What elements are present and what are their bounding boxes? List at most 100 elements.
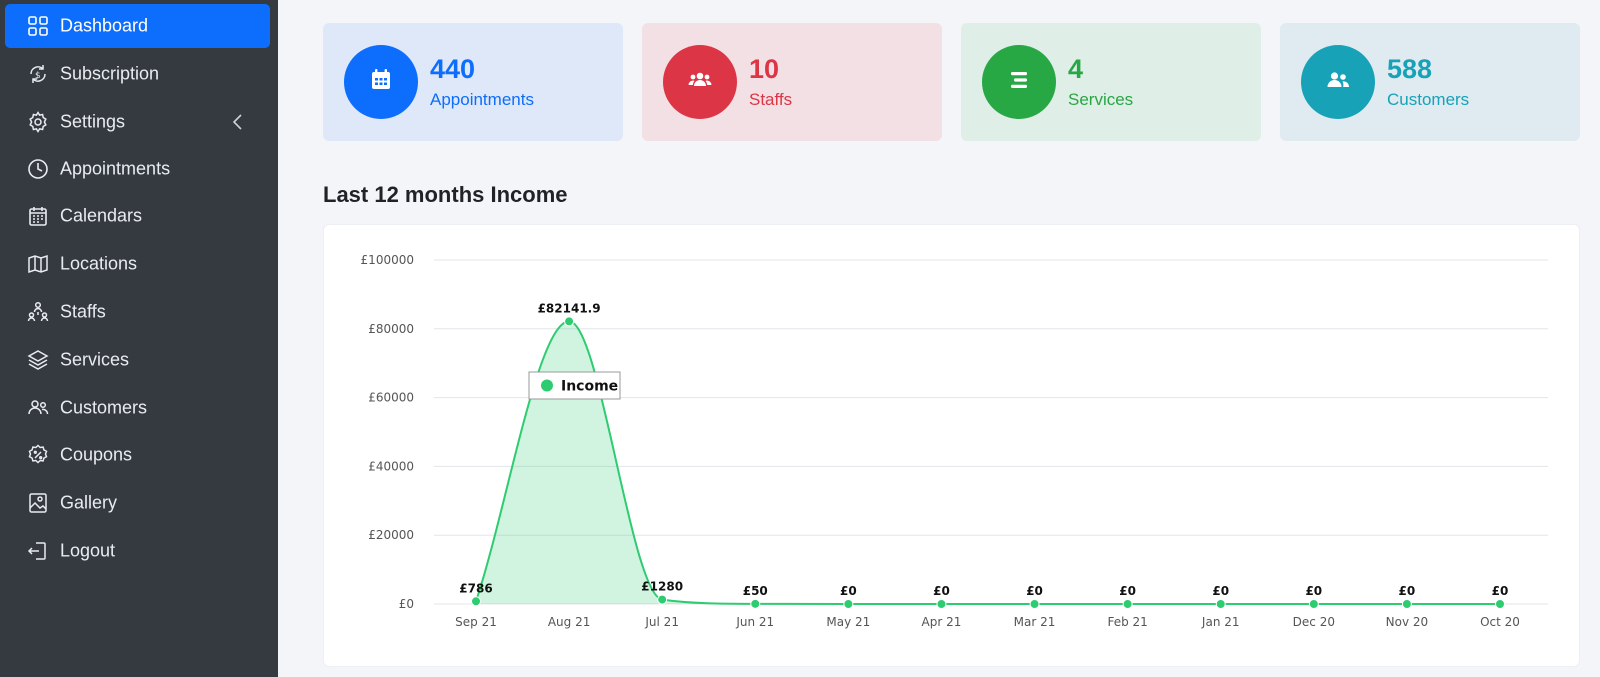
data-label: £0 <box>1305 584 1322 598</box>
data-label: £0 <box>1119 584 1136 598</box>
sidebar-item-services[interactable]: Services <box>5 338 270 382</box>
data-point <box>471 596 481 607</box>
x-tick-label: Oct 20 <box>1480 615 1520 629</box>
sidebar-item-label: Gallery <box>60 492 118 513</box>
data-point <box>1308 599 1319 609</box>
coupon-icon <box>27 444 49 466</box>
data-label: £0 <box>1492 584 1509 598</box>
stat-value: 440 <box>430 54 476 84</box>
sidebar-item-label: Calendars <box>60 205 143 226</box>
data-point <box>1029 599 1040 609</box>
stat-icon-circle <box>344 45 418 119</box>
data-label: £50 <box>743 584 768 598</box>
sidebar-item-dashboard[interactable]: Dashboard <box>5 4 270 48</box>
data-point <box>1401 599 1412 609</box>
data-point <box>1122 599 1133 609</box>
sidebar-item-customers[interactable]: Customers <box>5 386 270 430</box>
sidebar-item-label: Settings <box>60 111 126 132</box>
data-point <box>750 598 761 609</box>
calendar-icon <box>368 67 394 98</box>
y-tick-label: £40000 <box>368 459 414 473</box>
logout-icon <box>27 540 49 562</box>
sidebar-item-label: Locations <box>60 253 138 274</box>
x-tick-label: Nov 20 <box>1386 615 1429 629</box>
sidebar-item-label: Appointments <box>60 158 171 179</box>
legend-label: Income <box>561 379 618 395</box>
sidebar-item-label: Coupons <box>60 444 133 465</box>
x-tick-label: Dec 20 <box>1293 615 1335 629</box>
data-label: £0 <box>933 584 950 598</box>
stat-value: 10 <box>749 54 780 84</box>
sidebar-item-settings[interactable]: Settings <box>5 100 270 144</box>
data-label: £0 <box>1399 584 1416 598</box>
data-point <box>1495 599 1505 609</box>
list-icon <box>1006 67 1032 98</box>
sidebar-item-label: Customers <box>60 397 148 418</box>
income-area-fill <box>476 321 1500 604</box>
stat-label: Staffs <box>749 90 793 109</box>
sidebar-item-label: Logout <box>60 540 116 561</box>
stat-label: Services <box>1068 90 1134 109</box>
data-label: £786 <box>459 581 492 595</box>
y-tick-label: £0 <box>399 597 414 611</box>
clock-icon <box>27 158 49 180</box>
sidebar-item-logout[interactable]: Logout <box>5 529 270 573</box>
gear-icon <box>27 111 49 133</box>
sidebar-item-label: Dashboard <box>60 15 149 36</box>
stat-label: Appointments <box>430 90 534 109</box>
sidebar-item-locations[interactable]: Locations <box>5 242 270 286</box>
sidebar-item-coupons[interactable]: Coupons <box>5 433 270 477</box>
sidebar-item-label: Staffs <box>60 301 106 322</box>
income-chart: £0 £20000 £40000 £60000 £80000 £100000 Sep 21 A… <box>361 253 1548 629</box>
users-group-icon <box>687 67 713 98</box>
image-icon <box>27 492 49 514</box>
chevron-left-icon[interactable] <box>228 112 248 132</box>
x-tick-label: Jun 21 <box>735 615 774 629</box>
users-icon <box>1325 67 1351 98</box>
calendar-icon <box>27 205 49 227</box>
sidebar-item-gallery[interactable]: Gallery <box>5 481 270 525</box>
sidebar-item-label: Services <box>60 349 130 370</box>
y-tick-label: £60000 <box>368 391 414 405</box>
users-icon <box>27 397 49 419</box>
layers-icon <box>27 349 49 371</box>
data-label: £1280 <box>641 580 683 594</box>
sidebar-item-staffs[interactable]: Staffs <box>5 290 270 334</box>
sidebar-item-label: Subscription <box>60 63 160 84</box>
stat-label: Customers <box>1387 90 1470 109</box>
data-label: £0 <box>1026 584 1043 598</box>
income-chart-panel: £0 £20000 £40000 £60000 £80000 £100000 Sep 21 A… <box>323 224 1580 667</box>
staff-icon <box>27 301 49 323</box>
stat-value: 588 <box>1387 54 1433 84</box>
stat-card-services[interactable]: 4 Services <box>961 23 1261 141</box>
x-tick-label: Feb 21 <box>1107 615 1147 629</box>
svg-text:$: $ <box>35 71 41 81</box>
x-tick-label: Jan 21 <box>1201 615 1240 629</box>
section-title: Last 12 months Income <box>323 182 568 207</box>
sidebar-item-calendars[interactable]: Calendars <box>5 194 270 238</box>
stat-card-customers[interactable]: 588 Customers <box>1280 23 1580 141</box>
stat-card-staffs[interactable]: 10 Staffs <box>642 23 942 141</box>
sidebar-item-appointments[interactable]: Appointments <box>5 147 270 191</box>
data-point <box>564 316 575 327</box>
sidebar-item-subscription[interactable]: $ Subscription <box>5 52 270 96</box>
map-icon <box>27 253 49 275</box>
x-tick-label: May 21 <box>826 615 870 629</box>
data-point <box>936 599 947 609</box>
stat-icon-circle <box>1301 45 1375 119</box>
data-point <box>1215 599 1226 609</box>
x-tick-label: Apr 21 <box>922 615 962 629</box>
stat-icon-circle <box>663 45 737 119</box>
y-tick-label: £100000 <box>361 253 414 267</box>
x-tick-label: Jul 21 <box>644 615 679 629</box>
y-tick-label: £80000 <box>368 322 414 336</box>
stat-card-appointments[interactable]: 440 Appointments <box>323 23 623 141</box>
grid-icon <box>27 15 49 37</box>
x-tick-label: Sep 21 <box>455 615 497 629</box>
stat-icon-circle <box>982 45 1056 119</box>
y-tick-label: £20000 <box>368 528 414 542</box>
stat-value: 4 <box>1068 54 1084 84</box>
x-tick-label: Aug 21 <box>548 615 591 629</box>
x-tick-label: Mar 21 <box>1014 615 1056 629</box>
data-label: £82141.9 <box>538 301 601 315</box>
